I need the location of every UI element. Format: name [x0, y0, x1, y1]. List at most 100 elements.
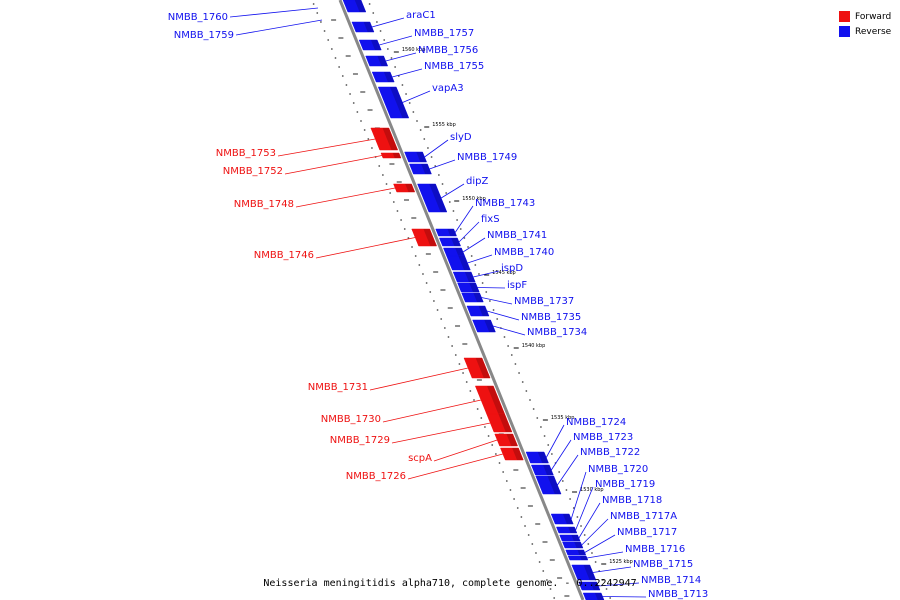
guide-dot — [386, 48, 389, 50]
label-connector — [440, 183, 465, 199]
gene-nmbb-1726[interactable] — [500, 447, 524, 461]
gene-body — [567, 555, 589, 561]
label-connectors — [229, 7, 647, 598]
gene-label-nmbb-1729: NMBB_1729 — [330, 435, 390, 446]
gene-shade — [484, 320, 496, 332]
gene-nmbb-1715[interactable] — [571, 564, 597, 581]
guide-dot — [378, 165, 381, 167]
gene-body — [565, 549, 587, 556]
gene-body — [500, 447, 524, 461]
gene-body — [550, 513, 574, 525]
gene-nmbb-1717a[interactable] — [562, 541, 584, 549]
gene-nmbb-1746[interactable] — [411, 228, 438, 247]
gene-vapa3[interactable] — [377, 86, 410, 119]
guide-dot — [368, 3, 371, 5]
gene-nmbb-1716[interactable] — [567, 555, 589, 561]
guide-dot — [418, 264, 421, 266]
label-connector — [467, 254, 493, 264]
gene-label-arac1: araC1 — [406, 10, 436, 21]
scale-tick-label: 1525 kbp — [609, 559, 633, 565]
gene-nmbb-1723[interactable] — [530, 464, 554, 476]
guide-dot — [469, 390, 472, 392]
gene-nmbb-1741[interactable] — [443, 247, 466, 257]
gene-nmbb-1757[interactable] — [358, 39, 382, 51]
gene-nmbb-1749[interactable] — [409, 163, 432, 175]
guide-dot — [542, 570, 545, 572]
guide-dot — [480, 417, 483, 419]
gene-ispd[interactable] — [452, 271, 476, 283]
gene-shade — [370, 40, 382, 50]
guide-dot — [540, 426, 542, 428]
gene-nmbb-1740[interactable] — [446, 255, 471, 271]
gene-nmbb-1717[interactable] — [565, 549, 587, 556]
gene-dipz[interactable] — [417, 183, 448, 213]
gene-nmbb-1731[interactable] — [463, 357, 491, 379]
gene-nmbb-1748[interactable] — [393, 183, 416, 193]
gene-nmbb-1729[interactable] — [486, 413, 513, 433]
gene-nmbb-1720[interactable] — [550, 513, 574, 525]
guide-dot — [389, 192, 392, 194]
guide-dot — [531, 543, 534, 545]
guide-dot — [422, 273, 424, 275]
gene-nmbb-1718[interactable] — [559, 534, 581, 542]
gene-nmbb-1735[interactable] — [466, 305, 490, 317]
gene-body — [457, 282, 480, 293]
label-connector — [545, 424, 565, 458]
gene-label-nmbb-1749: NMBB_1749 — [457, 152, 517, 163]
gene-nmbb-1719[interactable] — [556, 526, 578, 534]
gene-body — [494, 433, 519, 447]
gene-nmbb-1753[interactable] — [370, 127, 399, 151]
gene-label-nmbb-1753: NMBB_1753 — [216, 148, 276, 159]
gene-nmbb-1755[interactable] — [371, 71, 395, 83]
gene-body — [393, 183, 416, 193]
gene-nmbb-1722[interactable] — [535, 475, 562, 495]
guide-dot — [372, 12, 375, 14]
guide-dot — [448, 201, 451, 203]
legend-reverse-label: Reverse — [855, 26, 892, 37]
gene-nmbb-1714[interactable] — [578, 581, 601, 591]
gene-body — [535, 475, 562, 495]
gene-slyd[interactable] — [404, 151, 427, 163]
guide-dot — [345, 84, 348, 86]
gene-body — [377, 86, 410, 119]
gene-body — [571, 564, 597, 581]
gene-label-nmbb-1724: NMBB_1724 — [566, 417, 626, 428]
guide-dot — [385, 183, 388, 185]
label-connector — [235, 19, 323, 36]
gene-label-nmbb-1723: NMBB_1723 — [573, 432, 633, 443]
gene-top-partial[interactable] — [342, 0, 367, 13]
guide-dot — [452, 210, 455, 212]
gene-nmbb-1743[interactable] — [435, 228, 457, 237]
gene-nmbb-1752[interactable] — [380, 152, 402, 159]
gene-shade — [537, 452, 549, 463]
gene-nmbb-1737[interactable] — [461, 292, 484, 303]
guide-dot — [470, 255, 473, 257]
gene-nmbb-1713[interactable] — [582, 592, 605, 600]
gene-shade — [382, 128, 398, 150]
gene-body — [435, 228, 457, 237]
guide-dot — [543, 435, 546, 437]
guide-dot — [609, 597, 612, 599]
gene-label-fixs: fixS — [481, 214, 500, 225]
guide-dot — [538, 561, 541, 563]
gene-fixs[interactable] — [439, 237, 462, 247]
gene-shade — [579, 556, 588, 560]
guide-dot — [436, 309, 439, 311]
label-connector — [581, 518, 609, 546]
guide-dot — [437, 174, 440, 176]
gene-nmbb-1756[interactable] — [365, 55, 389, 67]
guide-dot — [527, 534, 530, 536]
gene-shade — [498, 414, 512, 432]
gene-ispf[interactable] — [457, 282, 480, 293]
guide-dot — [403, 228, 406, 230]
guide-dot — [520, 516, 523, 518]
gene-shade — [392, 153, 401, 158]
gene-shade — [405, 184, 415, 192]
gene-nmbb-1724[interactable] — [525, 451, 549, 464]
gene-nmbb-1734[interactable] — [472, 319, 496, 333]
gene-body — [446, 255, 471, 271]
scale-tick-label: 1545 kbp — [492, 270, 516, 276]
gene-arac1[interactable] — [351, 21, 375, 33]
genome-backbone — [338, 0, 585, 600]
gene-scpa[interactable] — [494, 433, 519, 447]
